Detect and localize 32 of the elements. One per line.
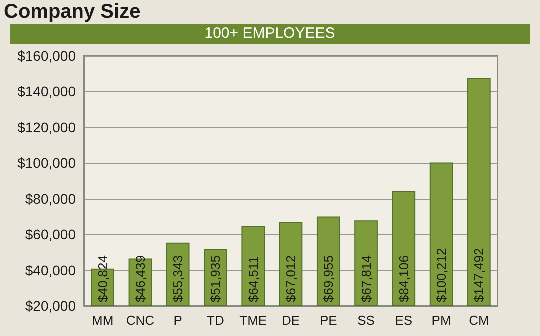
x-tick-label: ES bbox=[395, 313, 413, 328]
y-tick-label: $20,000 bbox=[25, 298, 76, 314]
x-tick-label: MM bbox=[92, 313, 114, 328]
data-label: $51,935 bbox=[208, 256, 224, 302]
x-tick-label: DE bbox=[282, 313, 300, 328]
y-tick-label: $80,000 bbox=[25, 190, 76, 207]
y-tick-label: $40,000 bbox=[25, 262, 76, 278]
x-tick-label: CNC bbox=[126, 313, 155, 328]
y-tick-label: $140,000 bbox=[18, 84, 76, 100]
data-label: $69,955 bbox=[321, 256, 336, 302]
data-label: $84,106 bbox=[396, 256, 412, 302]
data-label: $40,824 bbox=[95, 256, 110, 302]
y-tick-label: $120,000 bbox=[18, 119, 76, 136]
x-tick-label: PE bbox=[320, 313, 338, 328]
y-tick-label: $60,000 bbox=[25, 226, 76, 243]
x-tick-label: TD bbox=[207, 313, 224, 328]
data-label: $55,343 bbox=[170, 256, 186, 302]
y-tick-label: $160,000 bbox=[18, 48, 76, 64]
x-tick-label: P bbox=[174, 313, 182, 328]
data-label: $67,814 bbox=[358, 256, 374, 302]
chart-title: Company Size bbox=[3, 0, 142, 24]
x-tick-label: PM bbox=[432, 313, 452, 328]
data-label: $100,212 bbox=[434, 248, 450, 302]
x-tick-label: CM bbox=[469, 313, 490, 328]
y-tick-label: $100,000 bbox=[18, 155, 76, 172]
data-label: $67,012 bbox=[284, 256, 298, 302]
chart-subtitle: 100+ EMPLOYEES bbox=[10, 24, 530, 44]
x-tick-label: SS bbox=[358, 313, 376, 328]
data-label: $147,492 bbox=[472, 248, 487, 302]
x-tick-label: TME bbox=[240, 313, 268, 328]
data-label: $64,511 bbox=[246, 256, 261, 302]
data-label: $46,439 bbox=[132, 256, 148, 302]
